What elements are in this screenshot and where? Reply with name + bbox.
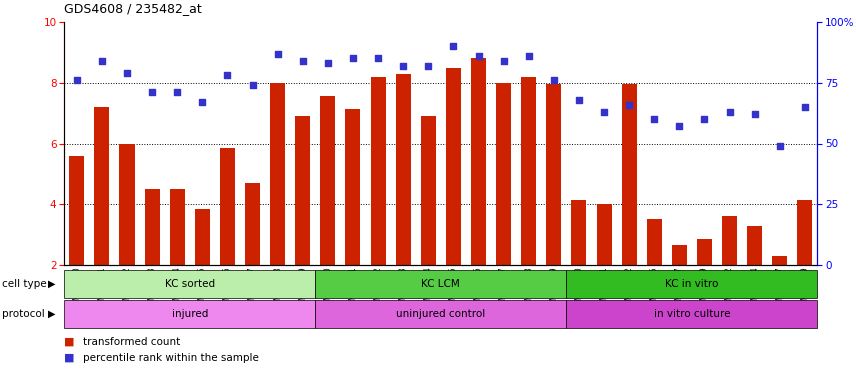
Text: ▶: ▶ <box>48 309 56 319</box>
Bar <box>421 116 436 265</box>
Bar <box>295 116 310 265</box>
Point <box>798 104 811 110</box>
Text: KC in vitro: KC in vitro <box>665 279 719 289</box>
Text: injured: injured <box>171 309 208 319</box>
Point <box>547 77 561 83</box>
Text: KC LCM: KC LCM <box>421 279 461 289</box>
Point <box>722 109 736 115</box>
Point <box>748 111 762 118</box>
Text: percentile rank within the sample: percentile rank within the sample <box>83 353 259 363</box>
Text: uninjured control: uninjured control <box>396 309 485 319</box>
Text: GDS4608 / 235482_at: GDS4608 / 235482_at <box>64 2 202 15</box>
Bar <box>496 83 511 265</box>
Bar <box>672 245 687 265</box>
Bar <box>471 58 486 265</box>
Point <box>195 99 209 105</box>
Bar <box>270 83 285 265</box>
Bar <box>697 239 712 265</box>
Text: ■: ■ <box>64 337 74 347</box>
Bar <box>546 84 562 265</box>
Point <box>647 116 661 122</box>
Point <box>246 82 259 88</box>
Point <box>447 43 461 50</box>
Bar <box>245 183 260 265</box>
Point <box>472 53 485 59</box>
Text: ▶: ▶ <box>48 279 56 289</box>
Bar <box>195 209 210 265</box>
Point <box>773 143 787 149</box>
Point <box>372 55 385 61</box>
Point <box>95 58 109 64</box>
Point <box>120 70 134 76</box>
Point <box>597 109 611 115</box>
Point <box>496 58 510 64</box>
Bar <box>572 200 586 265</box>
Bar <box>69 156 84 265</box>
Text: protocol: protocol <box>2 309 45 319</box>
Point <box>170 89 184 96</box>
Bar <box>747 225 762 265</box>
Bar <box>169 189 185 265</box>
Point <box>673 123 687 129</box>
Point <box>70 77 84 83</box>
Point <box>622 101 636 108</box>
Bar <box>220 148 235 265</box>
Bar <box>647 219 662 265</box>
Point <box>346 55 360 61</box>
Bar <box>621 84 637 265</box>
Point <box>146 89 159 96</box>
Bar <box>772 256 788 265</box>
Bar <box>145 189 159 265</box>
Bar <box>94 107 110 265</box>
Point <box>698 116 711 122</box>
Point <box>572 97 586 103</box>
Point <box>296 58 310 64</box>
Point <box>396 63 410 69</box>
Bar <box>597 204 611 265</box>
Bar <box>346 109 360 265</box>
Point <box>221 73 235 79</box>
Point <box>270 51 284 57</box>
Text: KC sorted: KC sorted <box>164 279 215 289</box>
Bar <box>521 77 536 265</box>
Bar <box>320 96 336 265</box>
Text: cell type: cell type <box>2 279 46 289</box>
Bar <box>446 68 461 265</box>
Text: ■: ■ <box>64 353 74 363</box>
Bar <box>798 200 812 265</box>
Text: transformed count: transformed count <box>83 337 181 347</box>
Bar <box>371 77 385 265</box>
Point <box>321 60 335 66</box>
Bar <box>395 74 411 265</box>
Text: in vitro culture: in vitro culture <box>654 309 730 319</box>
Point <box>421 63 435 69</box>
Point <box>522 53 536 59</box>
Bar <box>120 144 134 265</box>
Bar <box>722 217 737 265</box>
